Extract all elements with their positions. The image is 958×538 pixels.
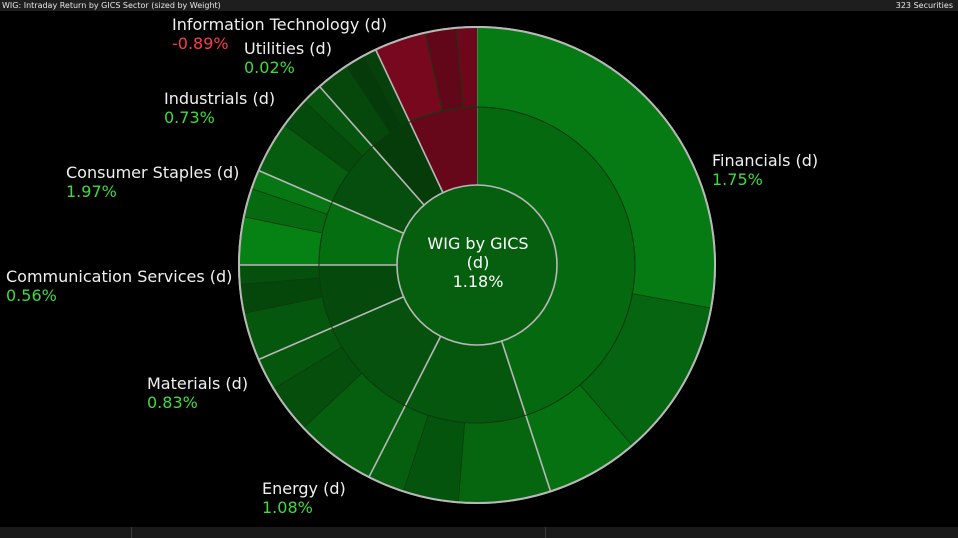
sector-label-materials[interactable]: Materials (d) 0.83% — [147, 374, 248, 412]
sector-label-energy[interactable]: Energy (d) 1.08% — [262, 479, 346, 517]
outer-outline — [238, 26, 716, 504]
sector-label-financials[interactable]: Financials (d) 1.75% — [712, 151, 818, 189]
sector-value: 1.75% — [712, 170, 763, 189]
sector-divider — [368, 335, 442, 478]
sector-value: 0.02% — [244, 58, 295, 77]
sector-value: 0.83% — [147, 393, 198, 412]
sector-name: Industrials (d) — [164, 89, 276, 108]
title-bar: WIG: Intraday Return by GICS Sector (siz… — [0, 0, 958, 11]
sector-label-information-technology[interactable]: Information Technology (d) -0.89% — [172, 15, 387, 53]
sector-name: Communication Services (d) — [6, 267, 233, 286]
middle-ring-border — [318, 106, 636, 424]
sector-divider — [374, 49, 444, 193]
sector-name: Financials (d) — [712, 151, 819, 170]
sector-name: Materials (d) — [147, 374, 249, 393]
chart-title: WIG: Intraday Return by GICS Sector (siz… — [2, 1, 221, 10]
bottom-bar-segment — [131, 527, 546, 538]
securities-count: 323 Securities — [895, 1, 953, 10]
sector-divider — [500, 340, 552, 492]
sector-divider — [258, 296, 404, 361]
sector-value: 1.08% — [262, 498, 313, 517]
sector-value: 1.97% — [66, 182, 117, 201]
sector-label-communication-services[interactable]: Communication Services (d) 0.56% — [6, 267, 232, 305]
sector-divider — [319, 85, 425, 206]
bottom-bar-segment — [545, 527, 958, 538]
sector-label-utilities[interactable]: Utilities (d) 0.02% — [244, 39, 332, 77]
center-subtitle: (d) — [466, 253, 490, 272]
center-value: 1.18% — [452, 272, 504, 291]
sector-name: Information Technology (d) — [172, 15, 388, 34]
sector-name: Utilities (d) — [244, 39, 332, 58]
center-label: WIG by GICS (d) 1.18% — [398, 234, 558, 291]
sector-value: 0.56% — [6, 286, 57, 305]
center-circle — [396, 184, 558, 346]
sector-name: Consumer Staples (d) — [66, 163, 240, 182]
sector-name: Energy (d) — [262, 479, 346, 498]
sector-label-industrials[interactable]: Industrials (d) 0.73% — [164, 89, 275, 127]
sector-value: 0.73% — [164, 108, 215, 127]
sector-label-consumer-staples[interactable]: Consumer Staples (d) 1.97% — [66, 163, 239, 201]
bottom-bar — [0, 527, 958, 538]
center-title: WIG by GICS — [427, 234, 529, 253]
sector-divider — [258, 169, 404, 234]
sector-value: -0.89% — [172, 34, 229, 53]
